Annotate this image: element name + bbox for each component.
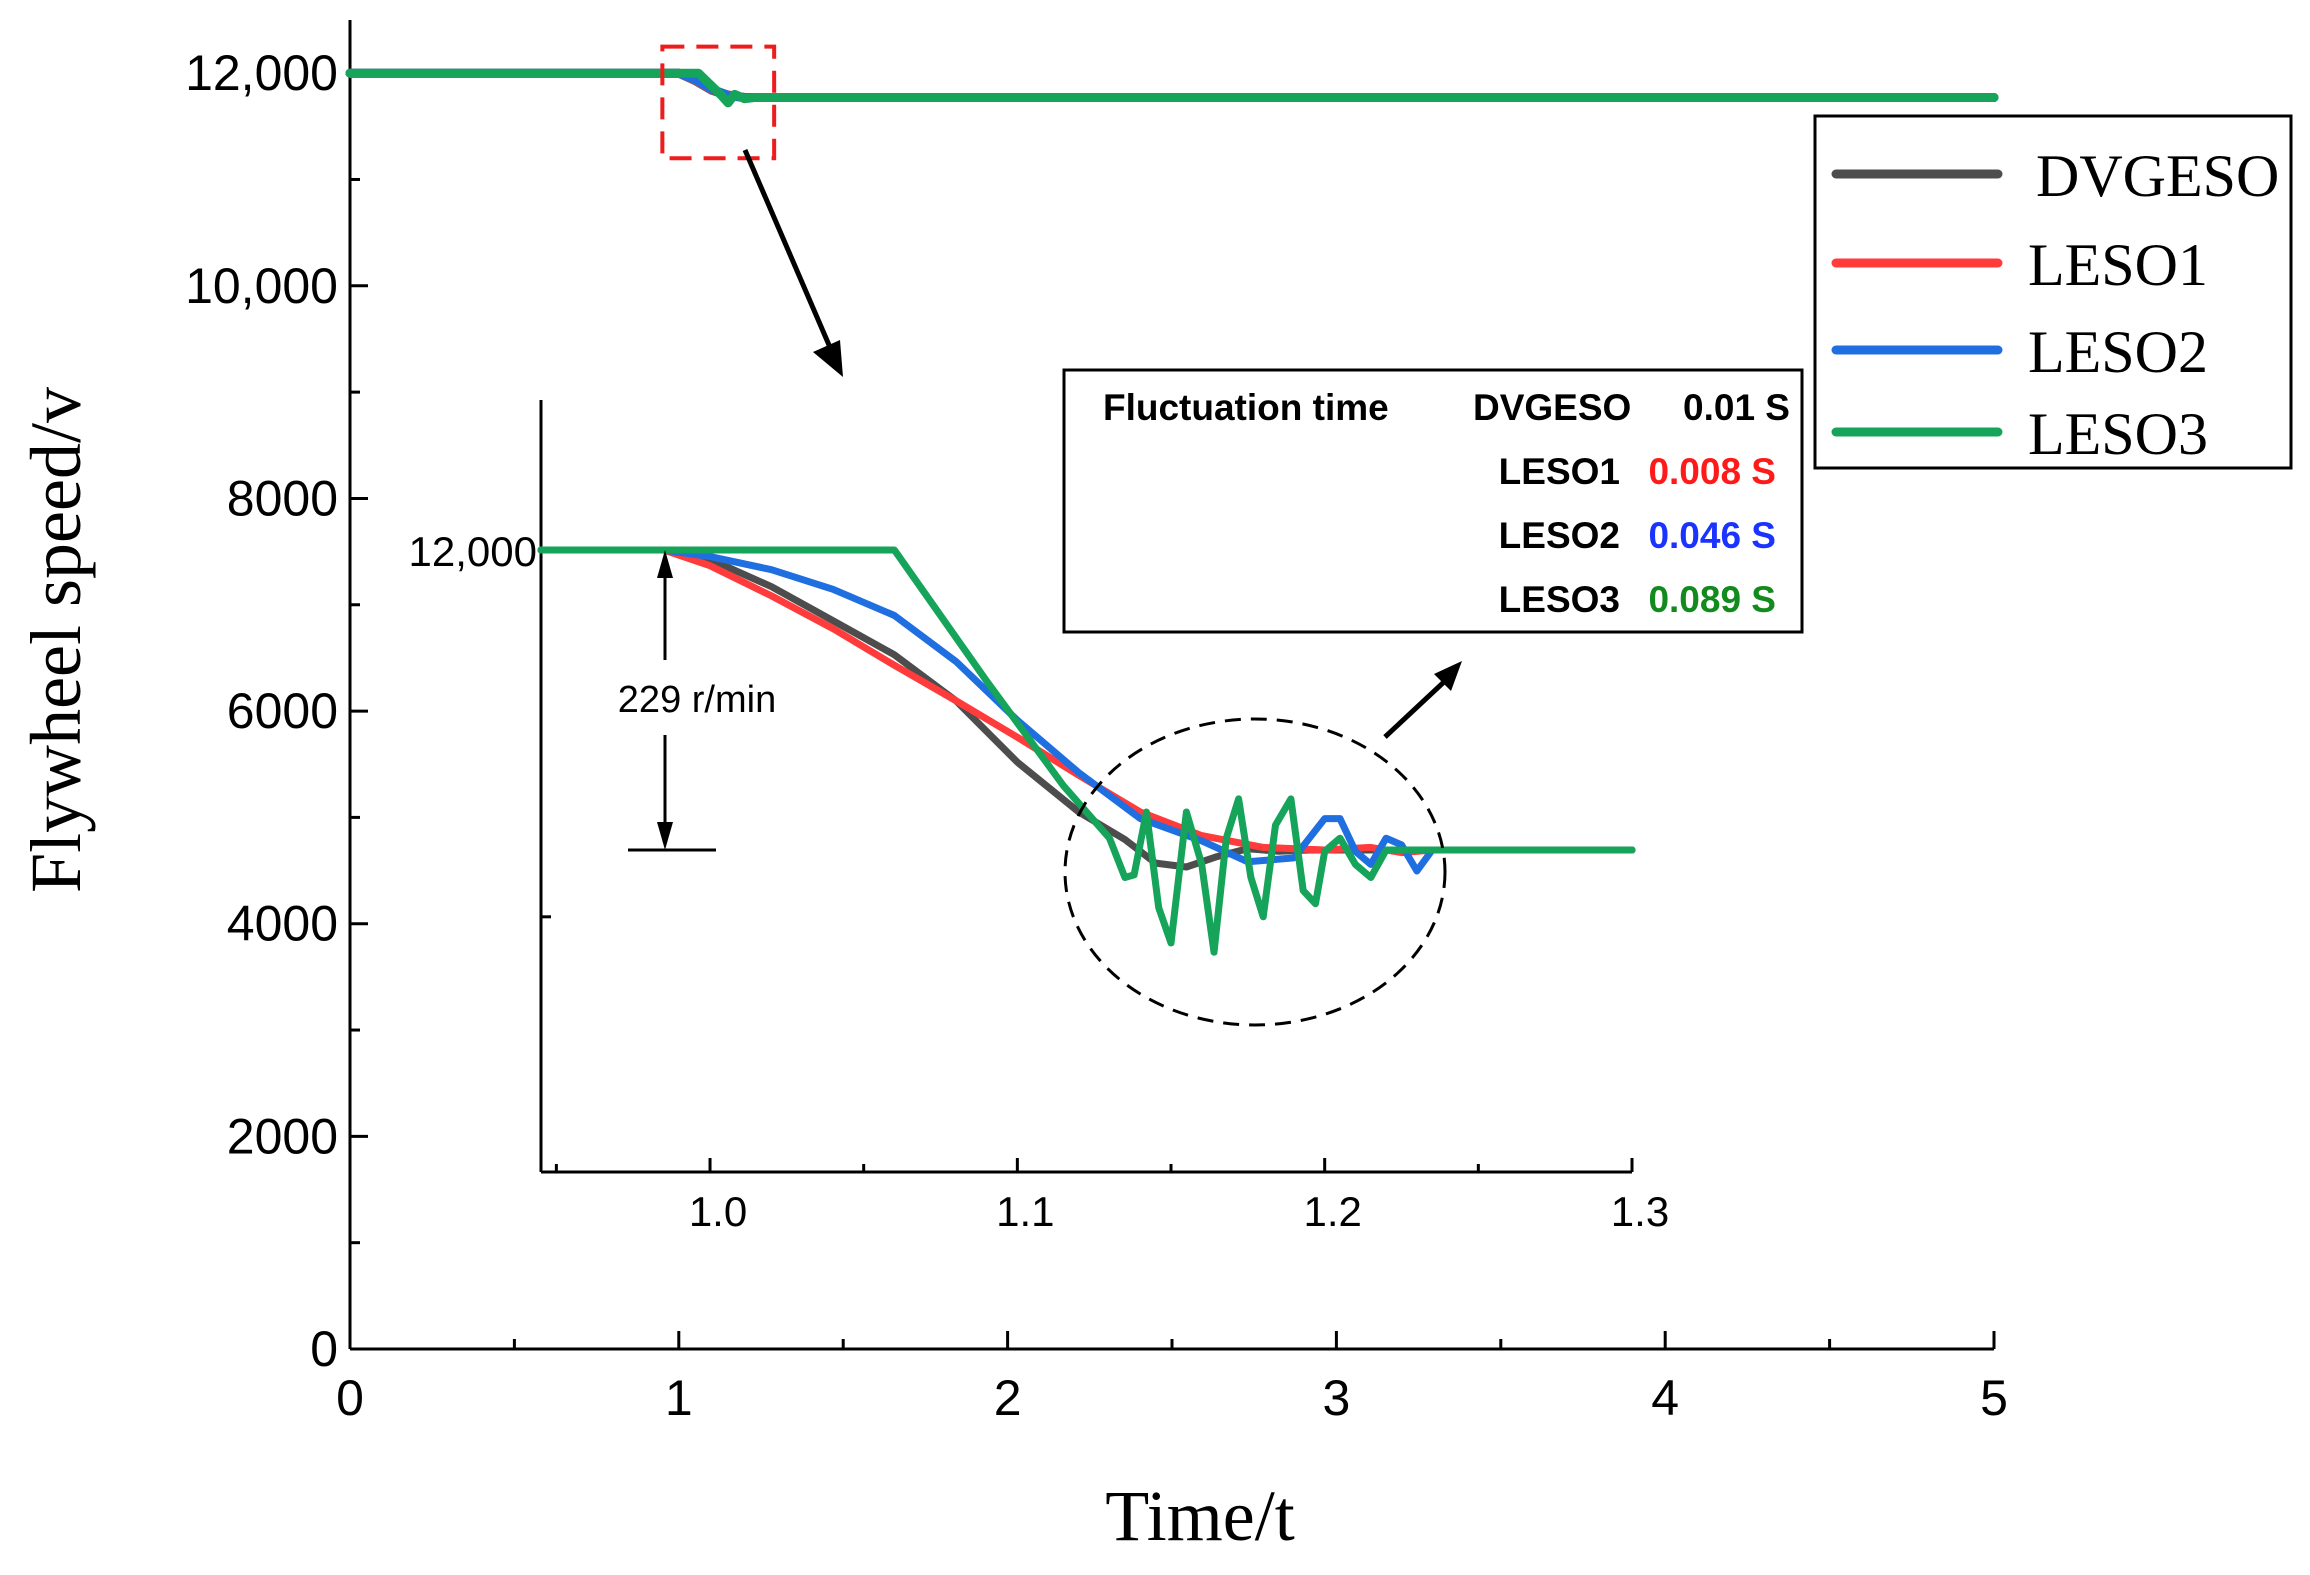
oscillation-ellipse (1063, 717, 1447, 1027)
info-row-name: DVGESO (1473, 387, 1631, 428)
drop-arrow-head-down (657, 822, 673, 850)
drop-arrow-head-up (657, 550, 673, 578)
y-tick-label: 6000 (227, 683, 338, 739)
legend-label-leso2: LESO2 (2028, 319, 2208, 385)
zoom-rectangle (660, 44, 777, 161)
zoom-arrow-head (813, 340, 843, 377)
series-line-leso3 (345, 68, 1999, 108)
y-tick-label: 8000 (227, 470, 338, 526)
zoom-region (660, 44, 843, 377)
x-tick-label: 2 (994, 1370, 1022, 1426)
drop-annotation-label: 229 r/min (618, 679, 776, 721)
inset-x-tick-label: 1.3 (1611, 1188, 1669, 1235)
y-tick-label: 2000 (227, 1108, 338, 1164)
info-row-value: 0.089 S (1648, 579, 1776, 620)
x-axis-title: Time/t (1105, 1476, 1294, 1556)
x-tick-label: 3 (1322, 1370, 1350, 1426)
legend-label-leso3: LESO3 (2028, 401, 2208, 467)
info-row-name: LESO3 (1499, 579, 1620, 620)
x-tick-label: 1 (665, 1370, 693, 1426)
info-box-title: Fluctuation time (1103, 387, 1389, 428)
info-arrow-head (1434, 661, 1462, 691)
info-arrow-line (1383, 679, 1447, 739)
inset-x-tick-label: 1.2 (1303, 1188, 1361, 1235)
y-tick-label: 10,000 (185, 258, 338, 314)
fluctuation-info-box: Fluctuation time DVGESO 0.01 S LESO1 0.008 S… (1062, 368, 1804, 634)
info-row-name: LESO1 (1499, 451, 1620, 492)
zoom-arrow-line (742, 149, 835, 353)
info-row-value: 0.008 S (1648, 451, 1776, 492)
main-series (345, 68, 1999, 108)
y-tick-label: 4000 (227, 896, 338, 952)
inset-chart: 1.0 1.1 1.2 1.3 12,000 229 r/min (409, 400, 1669, 1235)
info-row-name: LESO2 (1499, 515, 1620, 556)
legend: DVGESO LESO1 LESO2 LESO3 (1813, 114, 2293, 470)
x-tick-label: 0 (336, 1370, 364, 1426)
y-tick-label: 12,000 (185, 45, 338, 101)
main-axes: 0 1 2 3 4 5 0 2000 4000 6000 8000 10,000 12,000 Time/… (16, 20, 2008, 1556)
inset-series-line-leso3 (537, 546, 1636, 956)
inset-x-tick-label: 1.1 (996, 1188, 1054, 1235)
info-box-frame (1062, 368, 1804, 634)
x-tick-label: 4 (1651, 1370, 1679, 1426)
x-tick-label: 5 (1980, 1370, 2008, 1426)
y-axis-title: Flywheel speed/v (16, 387, 96, 893)
info-row-value: 0.046 S (1648, 515, 1776, 556)
inset-y-tick-label: 12,000 (409, 528, 537, 575)
inset-x-tick-label: 1.0 (689, 1188, 747, 1235)
info-row-value: 0.01 S (1683, 387, 1790, 428)
legend-label-leso1: LESO1 (2028, 232, 2208, 298)
y-tick-label: 0 (310, 1321, 338, 1377)
legend-label-dvgeso: DVGESO (2036, 143, 2279, 209)
